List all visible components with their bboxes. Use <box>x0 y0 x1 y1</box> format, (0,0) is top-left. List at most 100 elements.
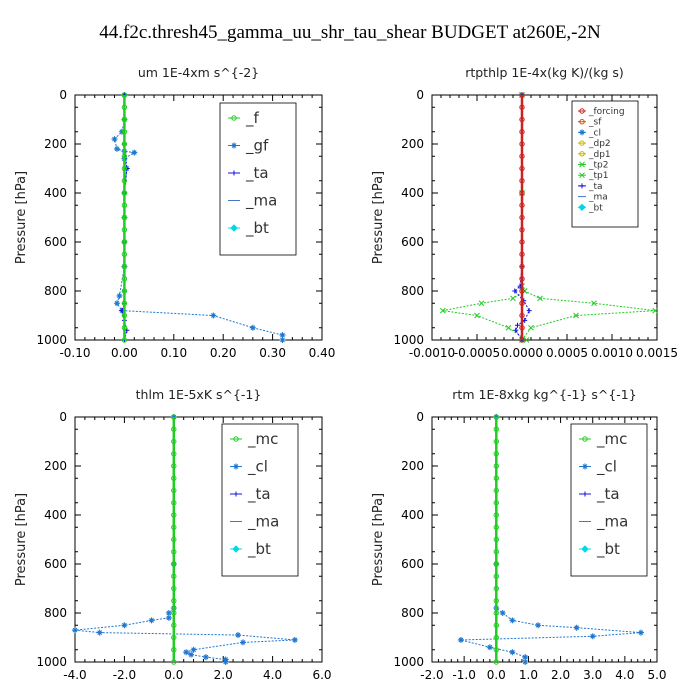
data-point <box>239 639 246 646</box>
data-point <box>519 104 525 110</box>
legend-label: _ma <box>247 513 279 532</box>
data-point <box>493 487 499 494</box>
y-axis-label: Pressure [hPa] <box>14 493 29 586</box>
x-tick-label: -4.0 <box>63 668 86 682</box>
data-point <box>513 327 519 333</box>
y-tick-label: 400 <box>401 508 424 522</box>
series-mc <box>171 414 177 665</box>
y-tick-label: 1000 <box>393 333 424 347</box>
data-point <box>573 312 579 319</box>
y-axis-label: Pressure [hPa] <box>14 171 29 264</box>
y-axis-label: Pressure [hPa] <box>371 171 386 264</box>
data-point <box>121 263 128 270</box>
data-point <box>148 617 155 624</box>
y-tick-label: 800 <box>401 284 424 298</box>
data-point <box>171 414 177 420</box>
data-point <box>171 573 177 579</box>
data-point <box>121 178 128 184</box>
legend-label: _ma <box>596 513 628 532</box>
legend-marker <box>230 224 238 232</box>
y-tick-label: 400 <box>44 186 67 200</box>
data-point <box>573 624 580 631</box>
x-tick-label: -0.0005 <box>454 346 500 360</box>
data-point <box>171 524 177 530</box>
y-tick-label: 600 <box>44 235 67 249</box>
data-point <box>589 633 596 640</box>
data-point <box>523 337 530 343</box>
legend-marker <box>231 142 237 149</box>
data-point <box>171 500 177 506</box>
data-point <box>439 307 446 314</box>
data-point <box>171 512 177 518</box>
data-point <box>528 324 534 331</box>
series-f <box>121 92 128 343</box>
data-point <box>291 636 298 643</box>
y-tick-label: 400 <box>44 508 67 522</box>
data-point <box>493 561 499 567</box>
data-point <box>171 659 177 665</box>
data-point <box>519 153 525 159</box>
legend: _forcing_sf_cl_dp2_dp1_tp2_tp1_ta_ma_bt <box>571 100 639 228</box>
legend-label: _cl <box>588 128 601 138</box>
data-point <box>121 312 128 319</box>
x-tick-label: -0.10 <box>59 346 90 360</box>
y-tick-label: 200 <box>44 459 67 473</box>
data-point <box>519 190 525 196</box>
data-point <box>519 165 525 172</box>
legend-label: _ta <box>247 485 271 504</box>
legend-label: _cl <box>596 458 617 477</box>
data-point <box>165 614 172 621</box>
data-point <box>493 585 499 592</box>
legend-marker <box>579 129 585 136</box>
data-point <box>121 116 128 123</box>
panel-2: rtpthlp 1E-4x(kg K)/(kg s) Pressure [hPa]… <box>371 65 678 360</box>
data-point <box>493 598 499 604</box>
data-point <box>235 632 242 639</box>
data-point <box>519 251 525 257</box>
x-tick-label: -0.0010 <box>409 346 455 360</box>
x-tick-label: 0.0000 <box>501 346 543 360</box>
legend-marker <box>231 170 237 176</box>
x-tick-label: 0.10 <box>160 346 187 360</box>
data-point <box>486 644 493 651</box>
legend: _mc _cl _ta _ma _bt <box>570 423 648 577</box>
data-point <box>111 136 118 143</box>
data-point <box>121 227 128 233</box>
legend-label: _dp2 <box>588 139 611 149</box>
data-point <box>121 300 128 306</box>
x-tick-label: 0.0015 <box>636 346 678 360</box>
data-point <box>121 92 128 98</box>
data-point <box>121 141 128 147</box>
series-forcing <box>519 92 525 343</box>
y-tick-label: 200 <box>401 137 424 151</box>
data-point <box>515 322 520 328</box>
series-line <box>460 417 641 662</box>
data-point <box>113 300 120 307</box>
panel-4: rtm 1E-8xkg kg^{-1} s^{-1} Pressure [hPa]… <box>371 387 667 682</box>
legend-marker <box>579 172 585 179</box>
data-point <box>510 295 516 302</box>
data-point <box>493 549 499 555</box>
plot-frame <box>431 94 658 341</box>
data-point <box>279 332 286 339</box>
data-point <box>519 141 525 147</box>
legend-marker <box>582 463 588 470</box>
data-point <box>121 239 128 245</box>
data-point <box>171 647 177 653</box>
data-point <box>478 300 485 307</box>
y-tick-label: 0 <box>59 88 67 102</box>
data-point <box>652 307 659 314</box>
data-point <box>493 463 499 469</box>
data-point <box>202 654 209 661</box>
data-point <box>96 629 103 636</box>
figure-title: 44.f2c.thresh45_gamma_uu_shr_tau_shear B… <box>99 22 601 43</box>
data-point <box>493 524 499 530</box>
data-point <box>519 202 525 208</box>
data-point <box>171 536 177 543</box>
x-tick-label: 1.0 <box>519 668 538 682</box>
panel-title: um 1E-4xm s^{-2} <box>138 65 259 80</box>
legend-label: _bt <box>588 203 603 213</box>
data-point <box>509 617 516 624</box>
data-point <box>171 610 177 616</box>
